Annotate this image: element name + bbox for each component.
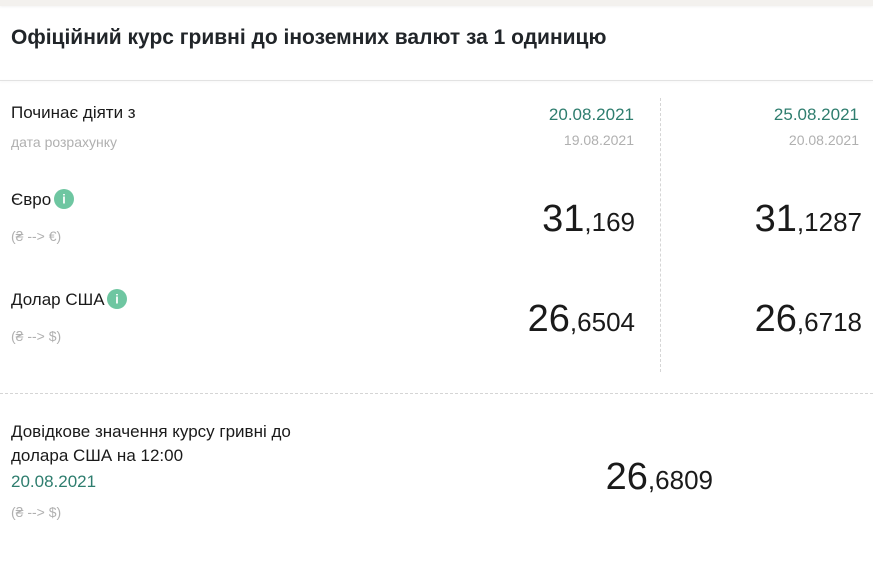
svg-text:i: i — [116, 292, 119, 306]
svg-text:i: i — [62, 192, 65, 206]
